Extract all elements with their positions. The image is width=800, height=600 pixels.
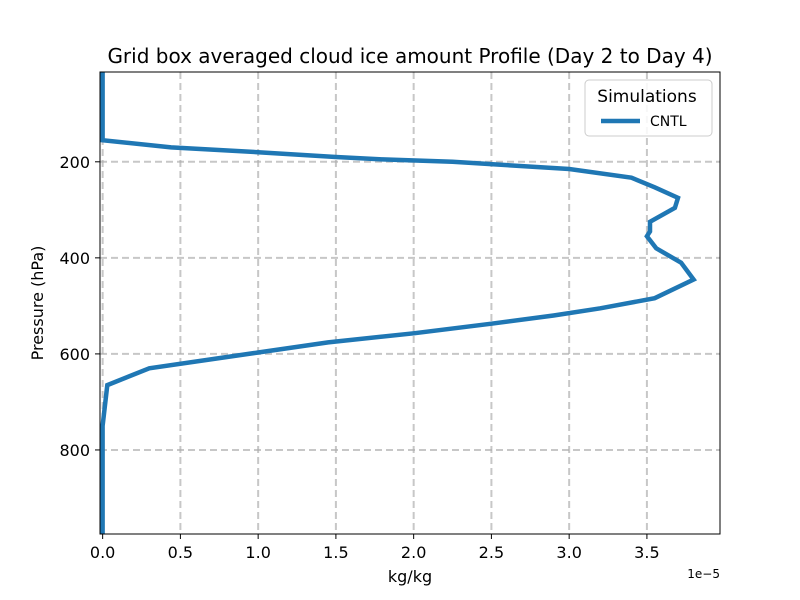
x-tick-label: 0.5 bbox=[168, 543, 193, 562]
x-tick-label: 1.0 bbox=[245, 543, 270, 562]
x-tick-label: 3.0 bbox=[556, 543, 581, 562]
x-tick-label: 2.5 bbox=[479, 543, 504, 562]
y-axis-ticks: 200 400 600 800 bbox=[59, 153, 100, 460]
x-axis-ticks: 0.0 0.5 1.0 1.5 2.0 2.5 3.0 3.5 bbox=[90, 534, 660, 562]
plot-area bbox=[100, 72, 698, 534]
x-tick-label: 3.5 bbox=[634, 543, 659, 562]
x-axis-label: kg/kg bbox=[388, 567, 432, 586]
x-tick-label: 1.5 bbox=[323, 543, 348, 562]
legend: Simulations CNTL bbox=[584, 79, 713, 137]
legend-title: Simulations bbox=[597, 87, 697, 107]
legend-label-cntl: CNTL bbox=[650, 114, 687, 130]
y-tick-label: 200 bbox=[59, 153, 90, 172]
y-axis-label: Pressure (hPa) bbox=[28, 246, 47, 361]
series-line-cntl bbox=[100, 72, 698, 534]
x-tick-label: 0.0 bbox=[90, 543, 115, 562]
y-tick-label: 400 bbox=[59, 249, 90, 268]
x-tick-label: 2.0 bbox=[401, 543, 426, 562]
chart-title: Grid box averaged cloud ice amount Profi… bbox=[107, 44, 712, 68]
x-axis-offset: 1e−5 bbox=[687, 567, 720, 581]
y-tick-label: 800 bbox=[59, 441, 90, 460]
axes-frame bbox=[99, 71, 721, 535]
y-tick-label: 600 bbox=[59, 345, 90, 364]
